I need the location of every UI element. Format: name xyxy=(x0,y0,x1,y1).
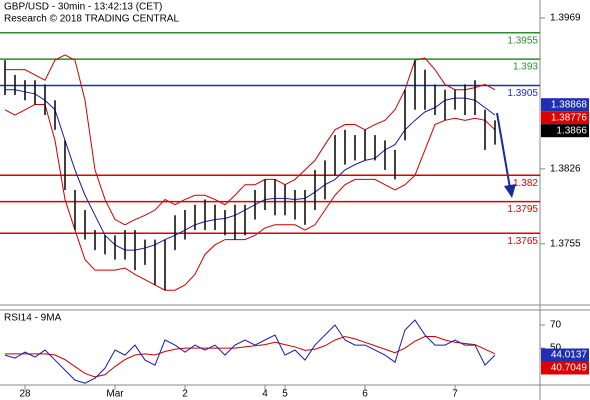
x-tick-label: 5 xyxy=(282,389,288,400)
value-box-label: 44.0137 xyxy=(551,350,588,361)
y-tick-label: 1.3826 xyxy=(550,163,581,174)
value-box xyxy=(541,124,589,138)
rsi-title: RSI14 - 9MA xyxy=(4,313,62,324)
moving-average xyxy=(5,89,496,251)
chart-title: GBP/USD - 30min - 13:42:13 (CET) xyxy=(4,2,162,13)
rsi-ma-line xyxy=(5,336,496,378)
value-box xyxy=(541,348,589,362)
x-tick-label: Mar xyxy=(106,389,124,400)
value-box-label: 1.38776 xyxy=(551,112,588,123)
value-box-label: 40.7049 xyxy=(551,363,588,374)
y-tick-label: 70 xyxy=(550,320,562,331)
value-box-label: 1.38868 xyxy=(551,99,588,110)
x-tick-label: 7 xyxy=(452,389,458,400)
y-tick-label: 1.3969 xyxy=(550,13,581,24)
arrow-head xyxy=(504,184,516,198)
y-tick-label: 1.3755 xyxy=(550,238,581,249)
lower-band xyxy=(4,103,496,291)
x-tick-label: 28 xyxy=(19,389,31,400)
rsi-line xyxy=(4,319,496,384)
value-box xyxy=(541,111,589,125)
level-label: 1.393 xyxy=(513,62,538,73)
level-label: 1.382 xyxy=(513,178,538,189)
value-box xyxy=(541,98,589,112)
x-tick-label: 4 xyxy=(262,389,268,400)
value-box xyxy=(541,361,589,375)
level-label: 1.3955 xyxy=(507,35,538,46)
upper-band xyxy=(5,54,496,226)
y-tick-label: 50 xyxy=(550,343,562,354)
x-tick-label: 2 xyxy=(182,389,188,400)
value-box-label: 1.3866 xyxy=(556,125,587,136)
level-label: 1.3905 xyxy=(507,88,538,99)
level-label: 1.3795 xyxy=(507,204,538,215)
level-label: 1.3765 xyxy=(507,236,538,247)
chart-subtitle: Research © 2018 TRADING CENTRAL xyxy=(4,14,179,25)
x-tick-label: 6 xyxy=(362,389,368,400)
